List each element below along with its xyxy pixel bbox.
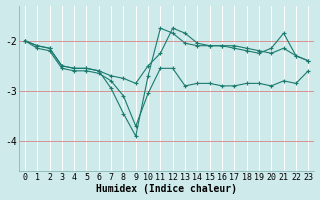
X-axis label: Humidex (Indice chaleur): Humidex (Indice chaleur) bbox=[96, 184, 237, 194]
